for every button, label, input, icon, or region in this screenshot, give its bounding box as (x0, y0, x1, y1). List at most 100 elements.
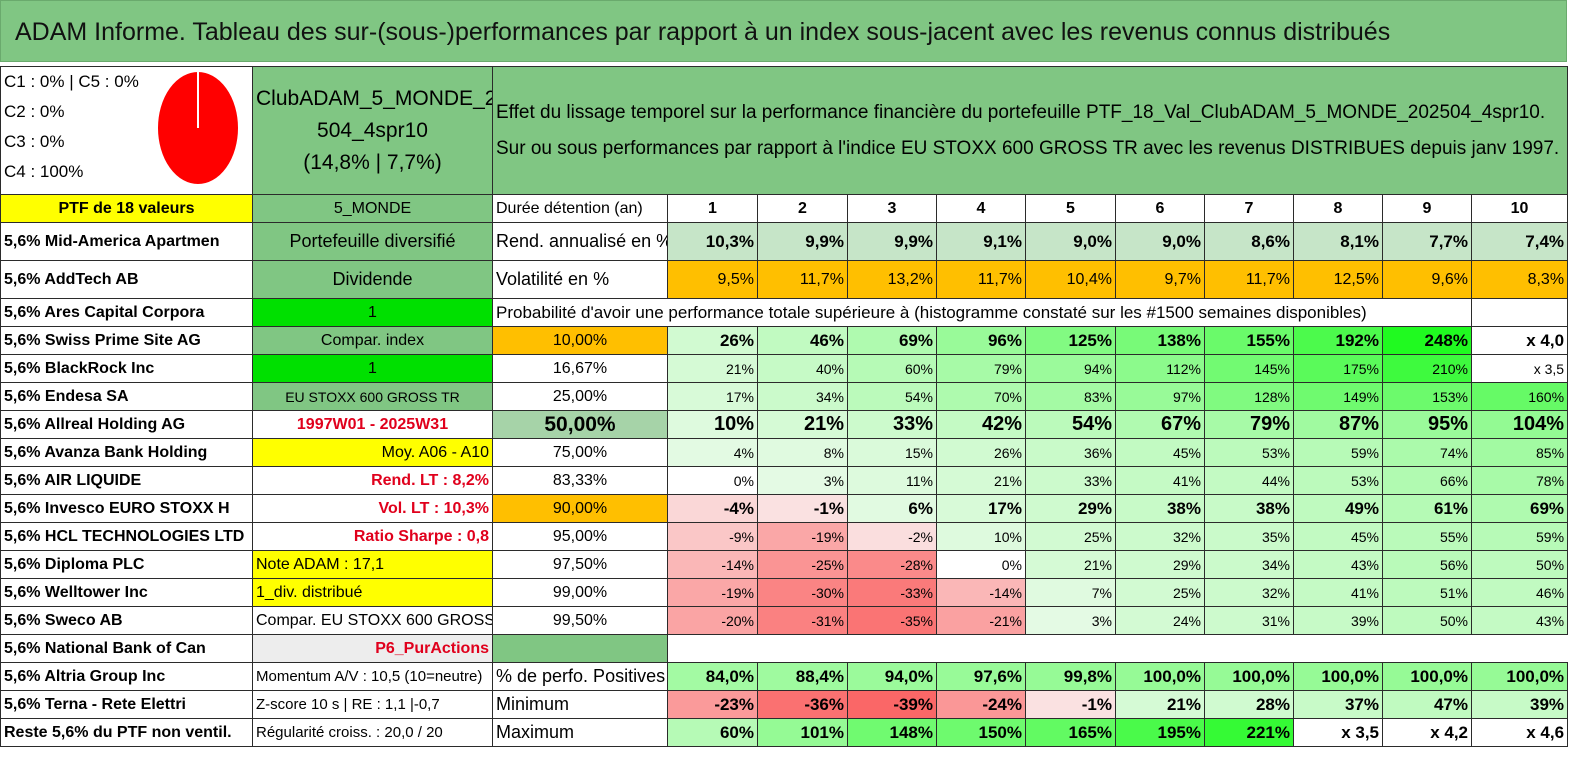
probability-value: 95% (1382, 410, 1472, 439)
probability-value: 49% (1293, 494, 1383, 523)
table-body: C1 : 0% | C5 : 0% C2 : 0% C3 : 0% C4 : 1… (0, 66, 1569, 747)
probability-title: Probabilité d'avoir une performance tota… (492, 298, 1472, 327)
max-value: 60% (667, 718, 758, 747)
probability-value: 192% (1293, 326, 1383, 355)
fund-perf: (14,8% | 7,7%) (303, 150, 442, 174)
probability-level: 99,00% (492, 578, 668, 607)
pos-label: % de perfo. Positives (492, 662, 668, 691)
holding-name: 5,6% AIR LIQUIDE (0, 466, 253, 495)
min-value: 37% (1293, 690, 1383, 719)
year-header: 10 (1470, 194, 1569, 223)
probability-value: 104% (1470, 410, 1569, 439)
ptf-code: 5_MONDE (252, 194, 493, 223)
table-row: 5,6% Endesa SA EU STOXX 600 GROSS TR 25,00… (0, 382, 1569, 411)
fund-name-cell: ClubADAM_5_MONDE_202 504_4spr10 (14,8% |… (252, 66, 493, 195)
rend-value: 7,7% (1382, 222, 1472, 261)
probability-value: 33% (1025, 466, 1116, 495)
probability-value: -14% (936, 578, 1026, 607)
max-value: 150% (936, 718, 1026, 747)
probability-value: 26% (667, 326, 758, 355)
probability-value: -21% (936, 606, 1026, 635)
vol-value: 9,7% (1115, 260, 1205, 299)
probability-value: 36% (1025, 438, 1116, 467)
probability-value: x 3,5 (1470, 354, 1569, 383)
probability-value: 155% (1204, 326, 1294, 355)
probability-value: 0% (936, 550, 1026, 579)
legend-line: C3 : 0% (4, 132, 65, 151)
probability-value: 33% (847, 410, 937, 439)
min-value: -1% (1025, 690, 1116, 719)
pos-value: 99,8% (1025, 662, 1116, 691)
rend-value: 9,9% (757, 222, 848, 261)
max-value: x 3,5 (1293, 718, 1383, 747)
table-row: 5,6% Welltower Inc 1_div. distribué 99,00%… (0, 578, 1569, 607)
probability-level: 50,00% (492, 410, 668, 439)
rend-value: 10,3% (667, 222, 758, 261)
portfolio-info: 1_div. distribué (252, 578, 493, 607)
probability-value: 50% (1382, 606, 1472, 635)
year-header: 2 (757, 194, 848, 223)
probability-value: 4% (667, 438, 758, 467)
probability-value: 41% (1115, 466, 1205, 495)
probability-value: 94% (1025, 354, 1116, 383)
probability-value: 160% (1470, 382, 1569, 411)
probability-value: 0% (667, 466, 758, 495)
probability-value: 125% (1025, 326, 1116, 355)
probability-value: 69% (847, 326, 937, 355)
portfolio-info: Vol. LT : 10,3% (252, 494, 493, 523)
holding-name: 5,6% Ares Capital Corpora (0, 298, 253, 327)
holding-name: 5,6% Invesco EURO STOXX H (0, 494, 253, 523)
pos-value: 88,4% (757, 662, 848, 691)
portfolio-info: Compar. EU STOXX 600 GROSS TI (252, 606, 493, 635)
legend-line: C2 : 0% (4, 102, 65, 121)
probability-value: 45% (1115, 438, 1205, 467)
probability-value: 43% (1470, 606, 1569, 635)
probability-value: 34% (1204, 550, 1294, 579)
probability-value: 248% (1382, 326, 1472, 355)
table-row: 5,6% Mid-America Apartmen Portefeuille di… (0, 222, 1569, 261)
probability-value: -33% (847, 578, 937, 607)
probability-level: 90,00% (492, 494, 668, 523)
probability-level: 75,00% (492, 438, 668, 467)
pos-value: 100,0% (1382, 662, 1472, 691)
rend-value: 9,9% (847, 222, 937, 261)
year-header: 9 (1382, 194, 1472, 223)
probability-value: 40% (757, 354, 848, 383)
vol-value: 9,5% (667, 260, 758, 299)
probability-value: 41% (1293, 578, 1383, 607)
probability-value: 96% (936, 326, 1026, 355)
probability-value: 70% (936, 382, 1026, 411)
rend-value: 8,6% (1204, 222, 1294, 261)
empty-cell (492, 634, 668, 663)
probability-value: 149% (1293, 382, 1383, 411)
max-value: 101% (757, 718, 848, 747)
probability-value: 74% (1382, 438, 1472, 467)
rend-value: 9,0% (1025, 222, 1116, 261)
probability-value: 61% (1382, 494, 1472, 523)
probability-value: -20% (667, 606, 758, 635)
table-row: 5,6% HCL TECHNOLOGIES LTD Ratio Sharpe : … (0, 522, 1569, 551)
probability-value: -19% (757, 522, 848, 551)
probability-value: 24% (1115, 606, 1205, 635)
probability-value: 210% (1382, 354, 1472, 383)
min-value: 39% (1470, 690, 1569, 719)
probability-value: 46% (1470, 578, 1569, 607)
probability-value: 79% (1204, 410, 1294, 439)
holding-name: 5,6% Endesa SA (0, 382, 253, 411)
pos-value: 94,0% (847, 662, 937, 691)
min-value: -23% (667, 690, 758, 719)
probability-value: 56% (1382, 550, 1472, 579)
empty-cell (668, 635, 1568, 663)
holding-name: 5,6% Welltower Inc (0, 578, 253, 607)
probability-level: 10,00% (492, 326, 668, 355)
probability-value: 53% (1293, 466, 1383, 495)
max-value: x 4,2 (1382, 718, 1472, 747)
probability-value: 11% (847, 466, 937, 495)
fund-name-line1: ClubADAM_5_MONDE_202 (256, 86, 492, 110)
holding-name: Reste 5,6% du PTF non ventil. (0, 718, 253, 747)
probability-value: 83% (1025, 382, 1116, 411)
probability-value: 35% (1204, 522, 1294, 551)
table-row: 5,6% AddTech AB Dividende Volatilité en % 9… (0, 260, 1569, 299)
probability-value: 34% (757, 382, 848, 411)
probability-value: 21% (936, 466, 1026, 495)
